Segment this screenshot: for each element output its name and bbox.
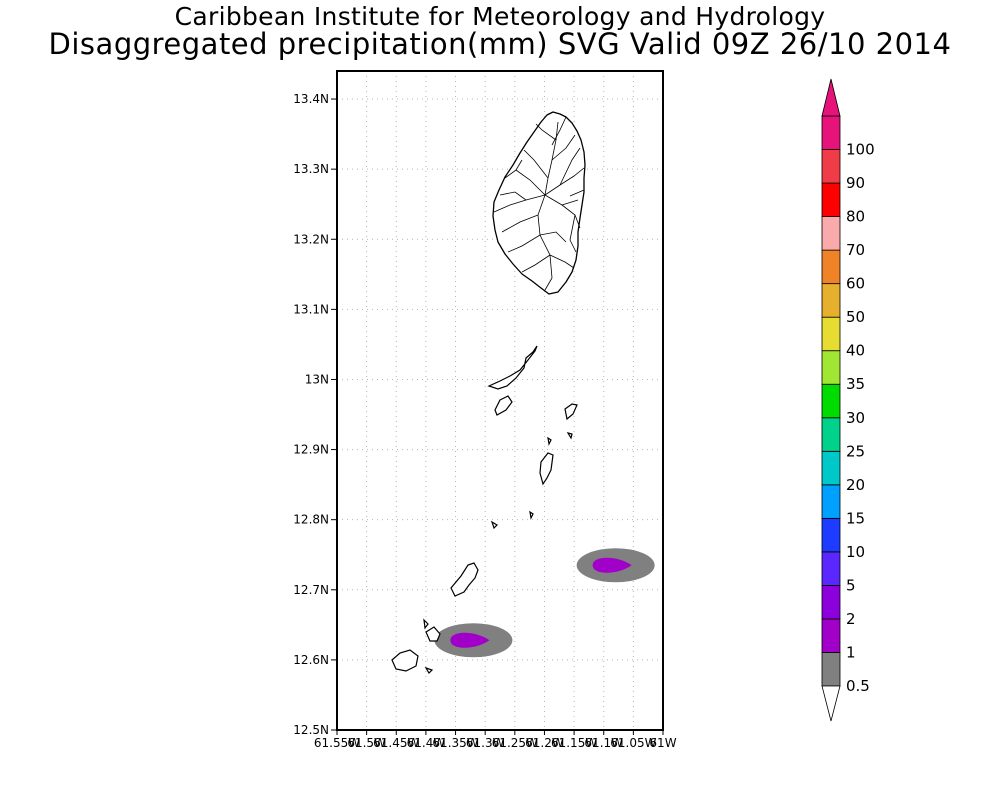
colorbar-swatch xyxy=(821,484,841,519)
lat-tick-label: 12.9N xyxy=(293,443,329,457)
colorbar-swatch xyxy=(821,283,841,318)
colorbar-swatch xyxy=(821,115,841,150)
colorbar-swatch xyxy=(821,350,841,385)
colorbar-swatch xyxy=(821,652,841,687)
lon-tick-label: 61.1W xyxy=(584,736,623,750)
lat-tick-label: 12.8N xyxy=(293,513,329,527)
lat-tick-label: 13.2N xyxy=(293,232,329,246)
colorbar-label: 25 xyxy=(846,442,865,460)
institute-title: Caribbean Institute for Meteorology and … xyxy=(174,2,826,31)
colorbar-label: 15 xyxy=(846,509,865,527)
map-frame xyxy=(336,70,664,731)
colorbar-swatch xyxy=(821,417,841,452)
lat-tick-label: 13.1N xyxy=(293,302,329,316)
colorbar-label: 60 xyxy=(846,275,865,293)
colorbar-label: 80 xyxy=(846,208,865,226)
longitude-axis: 61.55W61.5W61.45W61.4W61.35W61.3W61.25W6… xyxy=(314,730,677,750)
colorbar-swatch xyxy=(821,383,841,419)
colorbar-swatch xyxy=(821,249,841,285)
colorbar-label: 35 xyxy=(846,375,865,393)
colorbar-label: 30 xyxy=(846,409,865,427)
colorbar-swatch xyxy=(821,182,841,217)
colorbar-upper-arrow xyxy=(821,78,841,117)
lon-tick-label: 61W xyxy=(649,736,676,750)
lon-tick-label: 61.15W xyxy=(551,736,597,750)
colorbar-label: 10 xyxy=(846,543,865,561)
lon-tick-label: 61.05W xyxy=(610,736,656,750)
lon-tick-label: 61.55W xyxy=(314,736,360,750)
rain-cell-inner xyxy=(450,632,490,648)
latitude-axis: 13.4N 13.3N 13.2N 13.1N 13N 12.9N 12.8N 12.7N 12… xyxy=(293,92,337,737)
colorbar-swatch xyxy=(821,585,841,620)
colorbar-swatch xyxy=(821,149,841,184)
colorbar-swatch xyxy=(821,517,841,553)
lon-tick-label: 61.45W xyxy=(373,736,419,750)
lon-tick-label: 61.25W xyxy=(492,736,538,750)
colorbar-lower-arrow xyxy=(821,685,841,722)
lat-tick-label: 13N xyxy=(305,372,329,386)
rain-cell-inner xyxy=(592,557,632,573)
map-title: Disaggregated precipitation(mm) SVG Vali… xyxy=(48,27,952,61)
colorbar-label: 50 xyxy=(846,308,865,326)
colorbar-label: 20 xyxy=(846,476,865,494)
precipitation-field xyxy=(434,548,655,658)
colorbar-label: 1 xyxy=(846,643,856,661)
lat-tick-label: 12.7N xyxy=(293,583,329,597)
lat-tick-label: 12.6N xyxy=(293,653,329,667)
colorbar-swatch xyxy=(821,618,841,653)
colorbar-label: 70 xyxy=(846,241,865,259)
lon-tick-label: 61.2W xyxy=(525,736,564,750)
colorbar-label: 5 xyxy=(846,576,856,594)
lon-tick-label: 61.5W xyxy=(347,736,386,750)
colorbar-label: 0.5 xyxy=(846,677,870,695)
lon-tick-label: 61.4W xyxy=(407,736,446,750)
colorbar-label: 100 xyxy=(846,141,875,159)
lat-tick-label: 13.3N xyxy=(293,162,329,176)
colorbar-label: 2 xyxy=(846,610,856,628)
lat-tick-label: 13.4N xyxy=(293,92,329,106)
lon-tick-label: 61.35W xyxy=(432,736,478,750)
lon-tick-label: 61.3W xyxy=(466,736,505,750)
colorbar-label: 40 xyxy=(846,342,865,360)
grenadine-islands xyxy=(391,345,578,674)
colorbar-swatch xyxy=(821,551,841,586)
lat-tick-label: 12.5N xyxy=(293,723,329,737)
colorbar-label: 90 xyxy=(846,174,865,192)
colorbar-swatch xyxy=(821,216,841,251)
st-vincent-island xyxy=(492,111,586,295)
colorbar-swatch xyxy=(821,450,841,486)
colorbar-swatch xyxy=(821,316,841,352)
